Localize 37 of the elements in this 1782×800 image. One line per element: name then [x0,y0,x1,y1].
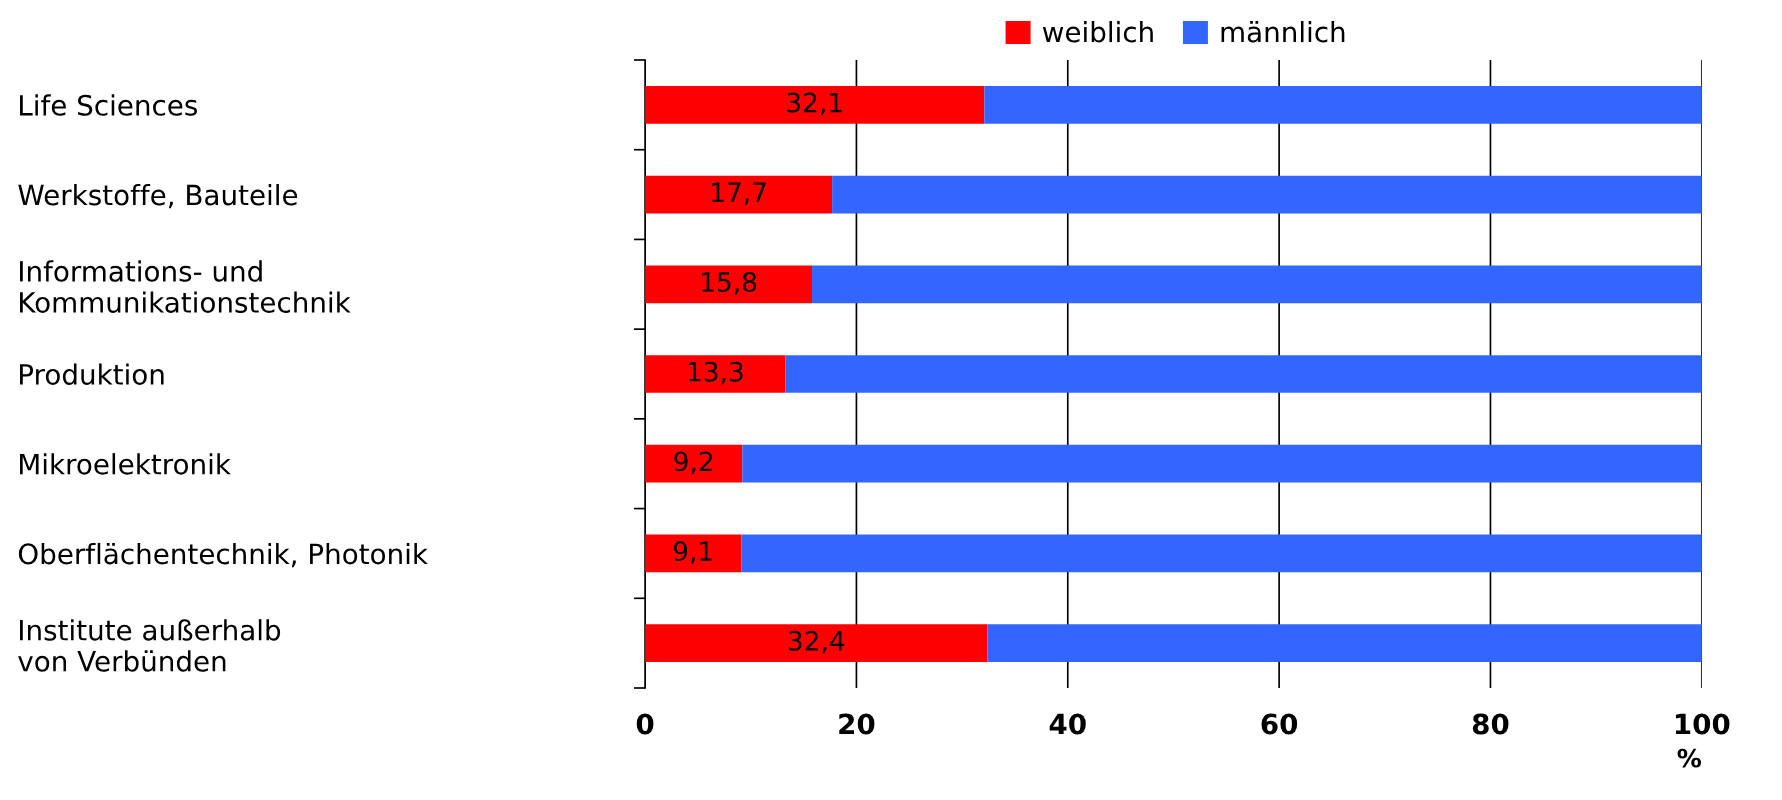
bar [741,534,1702,573]
x-tick-label: 40 [1049,713,1086,735]
bar [785,355,1702,393]
legend-label: weiblich [1042,21,1153,43]
data-label: 9,1 [673,541,712,564]
bar [645,355,786,393]
bar [984,86,1702,124]
y-tick-label: Produktion [20,363,164,385]
x-axis-title: % [1677,748,1702,768]
bar [645,265,813,304]
bar [812,265,1702,304]
bar [987,624,1702,662]
data-label: 15,8 [702,271,757,295]
data-label: 32,1 [787,92,842,116]
y-tick-label: Informations- und Kommunikationstechnik [20,260,351,313]
y-tick-label: Institute außerhalb von Verbünden [18,619,281,672]
bar [645,534,742,573]
bar [645,175,833,214]
y-tick-label: Werkstoffe, Bauteile [18,184,298,209]
data-label: 9,2 [674,451,713,475]
legend-label: männlich [1221,21,1345,43]
data-label: 32,4 [788,630,845,654]
x-tick-label: 80 [1472,713,1509,735]
y-tick-label: Mikroelektronik [20,453,231,475]
bar [645,624,988,662]
x-tick-label: 60 [1261,713,1298,735]
bar [742,444,1702,483]
bar [645,444,743,483]
x-tick-label: 20 [839,713,875,735]
data-label: 13,3 [688,361,743,385]
y-tick-label: Oberflächentechnik, Photonik [18,542,428,568]
bar [832,175,1702,214]
x-tick-label: 100 [1675,713,1730,735]
x-tick-label: 0 [636,713,654,735]
y-tick-label: Life Sciences [20,94,197,116]
bar [645,86,985,124]
data-label: 17,7 [712,182,766,205]
